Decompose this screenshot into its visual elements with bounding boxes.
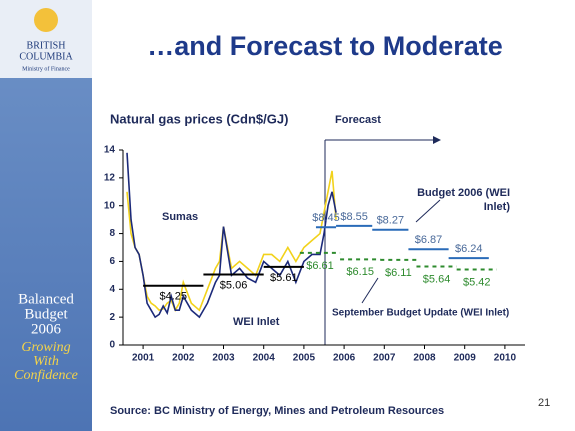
value-label: $8.45 (312, 212, 340, 224)
value-label: $5.64 (423, 273, 451, 285)
arrow-head (433, 136, 441, 144)
x-tick-label: 2005 (293, 353, 316, 364)
org-name: COLUMBIA (19, 51, 73, 62)
x-tick-label: 2007 (373, 353, 396, 364)
x-tick-label: 2002 (172, 353, 195, 364)
budget-text: Balanced (18, 291, 74, 307)
value-label: $8.55 (340, 211, 368, 223)
y-tick-label: 6 (109, 256, 115, 267)
x-tick-label: 2009 (454, 353, 477, 364)
slide-title: …and Forecast to Moderate (147, 31, 503, 61)
budget-text: Budget (24, 306, 68, 322)
motto: Growing (21, 340, 70, 355)
x-tick-label: 2008 (413, 353, 436, 364)
y-tick-label: 0 (109, 340, 115, 351)
page-number: 21 (538, 397, 550, 409)
value-label: $8.27 (377, 215, 405, 227)
y-tick-label: 10 (104, 200, 116, 211)
value-label: $5.06 (220, 279, 248, 291)
series-label: Sumas (162, 211, 198, 223)
value-label: $6.24 (455, 243, 483, 255)
y-tick-label: 8 (109, 228, 115, 239)
value-label: $4.25 (159, 291, 187, 303)
source: Source: BC Ministry of Energy, Mines and… (110, 405, 444, 417)
callout (361, 277, 379, 304)
callout (415, 199, 441, 223)
forecast-label: Forecast (335, 114, 381, 126)
logo-sun (34, 8, 58, 32)
series-label: September Budget Update (WEI Inlet) (332, 308, 509, 319)
value-label: $5.61 (270, 272, 298, 284)
y-tick-label: 4 (109, 284, 115, 295)
y-tick-label: 12 (104, 172, 116, 183)
value-label: $6.11 (385, 267, 412, 279)
series-line (126, 152, 337, 319)
ministry: Ministry of Finance (22, 65, 70, 72)
x-tick-label: 2003 (212, 353, 235, 364)
y-tick-label: 2 (109, 312, 115, 323)
x-tick-label: 2006 (333, 353, 356, 364)
value-label: $6.15 (346, 266, 374, 278)
y-tick-label: 14 (104, 145, 116, 156)
org-name: BRITISH (27, 40, 66, 51)
x-tick-label: 2001 (132, 353, 155, 364)
x-tick-label: 2010 (494, 353, 517, 364)
value-label: $6.87 (415, 234, 443, 246)
value-label: $5.42 (463, 276, 491, 288)
budget-text: 2006 (31, 321, 62, 337)
series-label: Budget 2006 (WEI Inlet) (417, 187, 510, 213)
series-label: WEI Inlet (233, 316, 280, 328)
x-tick-label: 2004 (253, 353, 276, 364)
plot: 0 2 4 6 8 10 12 14 2001 2002 2003 2004 2005 2006 2007 2… (104, 145, 525, 364)
chart-title: Natural gas prices (Cdn$/GJ) (110, 111, 288, 126)
value-label: $6.61 (306, 260, 334, 272)
motto: Confidence (14, 368, 78, 383)
series-line (126, 170, 337, 312)
motto: With (33, 354, 59, 369)
